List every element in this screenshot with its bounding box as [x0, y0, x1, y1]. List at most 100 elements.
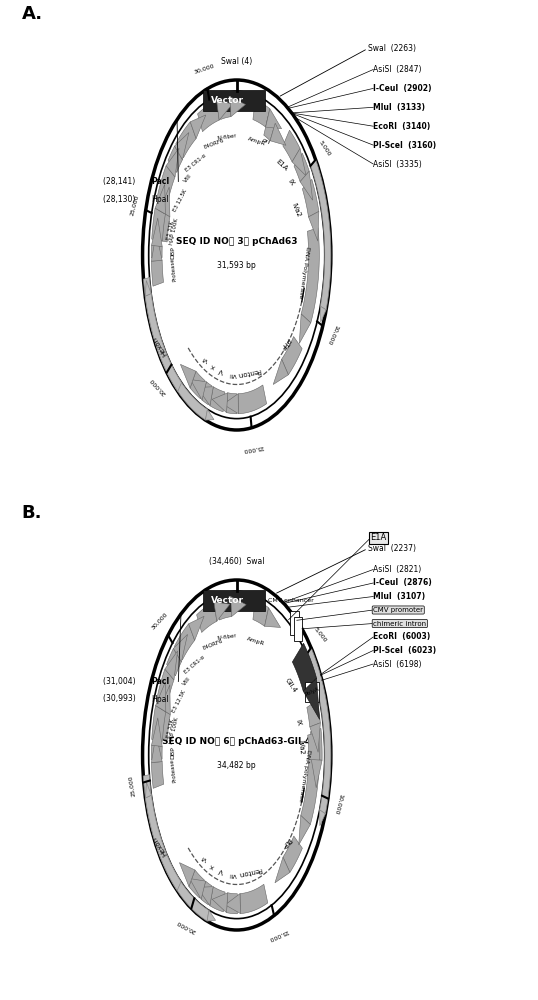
Text: MluI  (3133): MluI (3133) [373, 103, 425, 112]
Text: 25,000: 25,000 [130, 194, 140, 216]
Polygon shape [157, 166, 175, 206]
Polygon shape [301, 732, 319, 825]
FancyBboxPatch shape [294, 617, 302, 641]
Text: DBP: DBP [170, 747, 175, 759]
Text: PacI: PacI [152, 177, 169, 186]
Polygon shape [173, 634, 188, 662]
Text: PI-SceI  (3160): PI-SceI (3160) [373, 141, 436, 150]
Text: AsiSI  (6198): AsiSI (6198) [373, 660, 422, 669]
Polygon shape [253, 100, 270, 127]
Polygon shape [218, 97, 231, 120]
Text: B.: B. [22, 505, 42, 522]
Polygon shape [253, 600, 268, 626]
Polygon shape [294, 153, 309, 182]
Polygon shape [174, 624, 195, 660]
Text: IVa2: IVa2 [297, 739, 304, 755]
Polygon shape [143, 775, 209, 921]
Text: 15,000: 15,000 [268, 928, 289, 941]
Polygon shape [189, 616, 204, 640]
Text: E3 CR1-α: E3 CR1-α [184, 654, 207, 675]
Polygon shape [212, 893, 228, 913]
Polygon shape [180, 364, 196, 388]
Polygon shape [238, 385, 267, 414]
Text: HAP 100K: HAP 100K [169, 717, 179, 744]
Text: pTP: pTP [279, 337, 292, 350]
Text: E4ORF6: E4ORF6 [202, 638, 224, 651]
Polygon shape [145, 294, 182, 391]
Text: X: X [210, 862, 216, 868]
Polygon shape [210, 387, 225, 412]
Polygon shape [306, 648, 331, 814]
Polygon shape [157, 708, 170, 740]
Polygon shape [310, 723, 320, 752]
Text: AmpR: AmpR [246, 136, 266, 147]
Polygon shape [176, 122, 196, 158]
Text: IVa2: IVa2 [291, 202, 302, 218]
Text: AmpR: AmpR [246, 636, 265, 646]
Polygon shape [197, 887, 213, 906]
Text: I-CeuI  (2876): I-CeuI (2876) [373, 578, 432, 587]
Polygon shape [217, 597, 231, 620]
Polygon shape [190, 380, 207, 400]
Text: VII: VII [229, 871, 237, 877]
Polygon shape [301, 228, 319, 323]
Text: A.: A. [22, 5, 43, 23]
Text: EcoRI  (6003): EcoRI (6003) [373, 633, 430, 642]
Polygon shape [160, 685, 170, 715]
Polygon shape [230, 97, 245, 117]
Text: 30,000: 30,000 [151, 611, 169, 630]
Text: EcoRI  (3140): EcoRI (3140) [373, 122, 430, 131]
Text: Protease: Protease [169, 758, 177, 783]
Text: SwaI  (2263): SwaI (2263) [368, 44, 416, 53]
Polygon shape [145, 795, 181, 891]
Polygon shape [320, 810, 325, 826]
Polygon shape [223, 394, 238, 414]
Polygon shape [299, 314, 311, 344]
Text: PacI: PacI [152, 677, 169, 686]
FancyBboxPatch shape [203, 90, 265, 111]
Text: V: V [218, 867, 224, 874]
Polygon shape [167, 648, 181, 676]
Polygon shape [145, 280, 151, 296]
Text: PI-SceI  (6023): PI-SceI (6023) [373, 646, 436, 655]
Polygon shape [168, 146, 182, 172]
Text: DNA Polymerase: DNA Polymerase [298, 246, 310, 299]
Polygon shape [201, 881, 212, 905]
Text: 30,000: 30,000 [193, 63, 215, 74]
Polygon shape [308, 211, 319, 241]
Text: IV-fiber: IV-fiber [217, 633, 237, 641]
Text: (34,460)  SwaI: (34,460) SwaI [209, 557, 265, 566]
Polygon shape [151, 734, 162, 763]
Polygon shape [226, 893, 237, 914]
Text: Hexon: Hexon [151, 835, 168, 857]
Text: chimeric intron: chimeric intron [373, 620, 426, 626]
Text: HAP 100K: HAP 100K [169, 218, 179, 245]
Text: ori: ori [261, 137, 271, 145]
Text: IV-fiber: IV-fiber [217, 133, 237, 141]
Text: DNA polymerase: DNA polymerase [297, 749, 310, 802]
Text: I-CeuI  (2902): I-CeuI (2902) [373, 84, 431, 93]
Polygon shape [152, 718, 162, 746]
Polygon shape [299, 815, 310, 845]
Polygon shape [152, 208, 165, 241]
Text: E3 CR1-α: E3 CR1-α [185, 153, 208, 173]
Polygon shape [166, 148, 179, 177]
Polygon shape [312, 760, 322, 788]
Polygon shape [240, 884, 268, 914]
Text: (31,004): (31,004) [103, 677, 140, 686]
Polygon shape [210, 887, 225, 912]
Text: SwaI (4): SwaI (4) [221, 57, 252, 66]
Polygon shape [155, 184, 165, 214]
Text: Vector: Vector [211, 596, 244, 605]
Text: VII: VII [229, 371, 237, 377]
FancyBboxPatch shape [203, 590, 265, 611]
Text: HpaI: HpaI [152, 694, 169, 704]
Text: 5,000: 5,000 [313, 626, 328, 643]
Text: E3 12.5K: E3 12.5K [172, 188, 188, 212]
Polygon shape [197, 387, 213, 406]
Text: GII.4: GII.4 [284, 677, 298, 694]
Text: (28,141): (28,141) [103, 177, 140, 186]
Polygon shape [202, 382, 212, 405]
Polygon shape [151, 260, 164, 286]
Text: E4ORF6: E4ORF6 [203, 137, 225, 150]
